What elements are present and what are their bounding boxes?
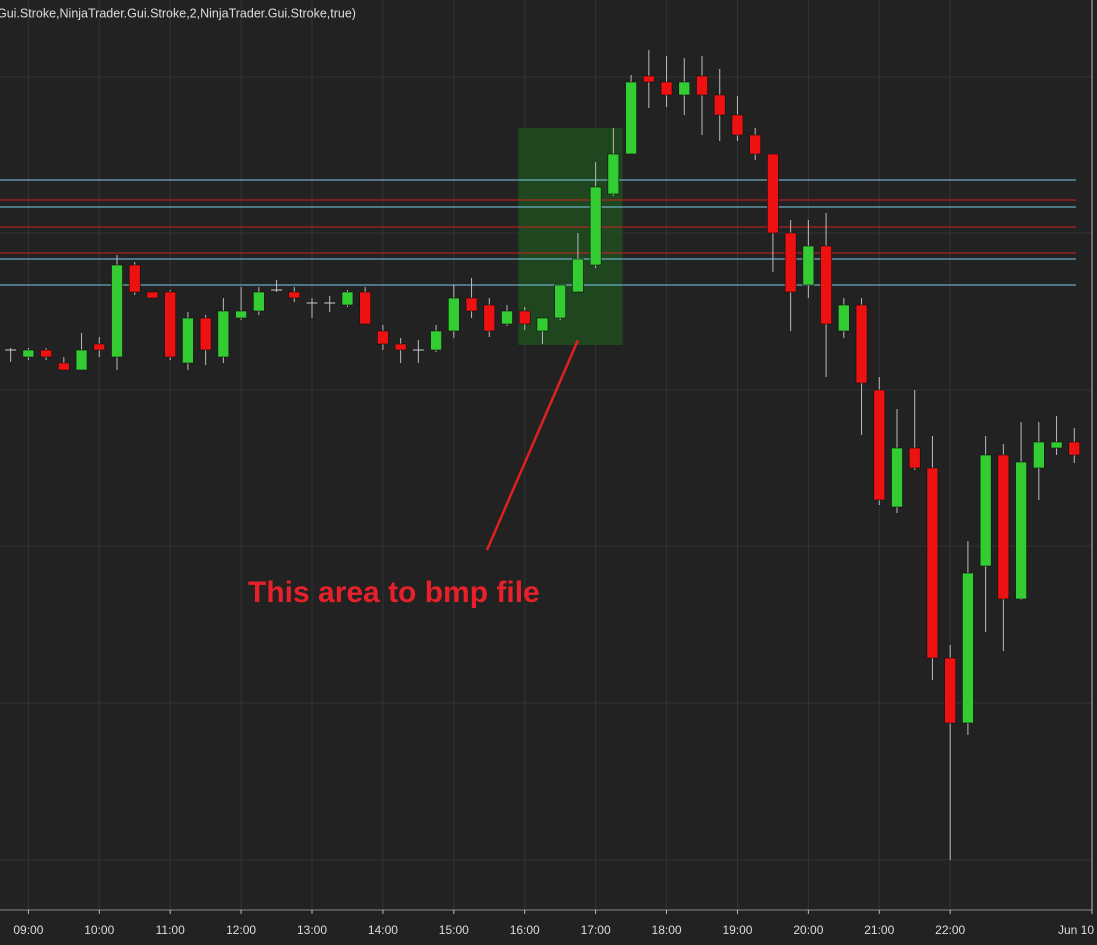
candle-body (501, 310, 513, 325)
candle-body (660, 81, 673, 96)
candle-body (554, 284, 566, 319)
candle-body (873, 389, 886, 501)
candle-body (1033, 441, 1045, 469)
candle-body (926, 467, 939, 659)
x-tick-label: 12:00 (226, 923, 256, 937)
candle-body (572, 258, 584, 293)
candle-body (182, 317, 194, 364)
candle-body (288, 291, 301, 299)
candle-body (749, 134, 761, 155)
x-tick-label: 13:00 (297, 923, 327, 937)
x-tick-label: 19:00 (722, 923, 752, 937)
candle-body (128, 264, 141, 293)
candle-body (448, 297, 460, 332)
x-tick-label: 18:00 (652, 923, 682, 937)
candle-body (784, 232, 797, 293)
candle-body (891, 447, 903, 508)
x-tick-label: 21:00 (864, 923, 894, 937)
candle-body (802, 245, 815, 286)
annotation-arrow (485, 339, 580, 551)
annotation: This area to bmp file (248, 576, 540, 609)
candle-body (731, 114, 744, 136)
candle-body (93, 343, 106, 351)
candle-body (217, 310, 230, 358)
candle-body (838, 304, 850, 332)
candle-body (962, 572, 974, 724)
candle-body (678, 81, 691, 96)
candle-body (394, 343, 407, 351)
candle-body (696, 75, 708, 96)
candle-body (22, 349, 35, 358)
candle-body (607, 153, 620, 195)
candle-body (75, 349, 88, 371)
candle-body (164, 291, 176, 358)
candle-body (58, 362, 70, 371)
candle-body (643, 75, 655, 83)
candle-body (430, 330, 442, 351)
candle-body (465, 297, 478, 312)
x-tick-label: 11:00 (156, 923, 185, 937)
candle-body (40, 349, 52, 358)
candle-body (767, 153, 779, 234)
candle-body (820, 245, 832, 325)
candle-body (253, 291, 265, 312)
candle-body (908, 447, 921, 469)
candle-body (1015, 461, 1027, 600)
candle-body (713, 94, 726, 116)
candle-body (979, 454, 992, 567)
x-tick-label: 10:00 (84, 923, 114, 937)
candle-body (855, 304, 868, 384)
candle-body (483, 304, 496, 332)
candle-body (944, 657, 956, 724)
candle-body (589, 186, 602, 266)
x-tick-label: 17:00 (581, 923, 611, 937)
candle-body (341, 291, 354, 306)
x-tick-label: 22:00 (935, 923, 965, 937)
indicator-label: Gui.Stroke,NinjaTrader.Gui.Stroke,2,Ninj… (0, 6, 356, 20)
candle-body (1050, 441, 1063, 449)
highlight-area (518, 128, 623, 345)
x-tick-label: 20:00 (793, 923, 823, 937)
x-tick-label: 09:00 (13, 923, 43, 937)
candle-body (997, 454, 1010, 600)
candle-body (1068, 441, 1081, 456)
candle-body (111, 264, 123, 358)
candle-body (536, 317, 549, 332)
candle-body (518, 310, 531, 325)
candle-body (359, 291, 371, 325)
candle-body (625, 81, 637, 155)
x-tick-label: 16:00 (510, 923, 540, 937)
x-tick-label: 15:00 (439, 923, 469, 937)
x-tick-label: Jun 10 (1058, 923, 1094, 937)
x-tick-label: 14:00 (368, 923, 398, 937)
candle-body (199, 317, 212, 351)
candle-body (146, 291, 159, 299)
candle-body (235, 310, 247, 319)
candle-body (377, 330, 389, 345)
